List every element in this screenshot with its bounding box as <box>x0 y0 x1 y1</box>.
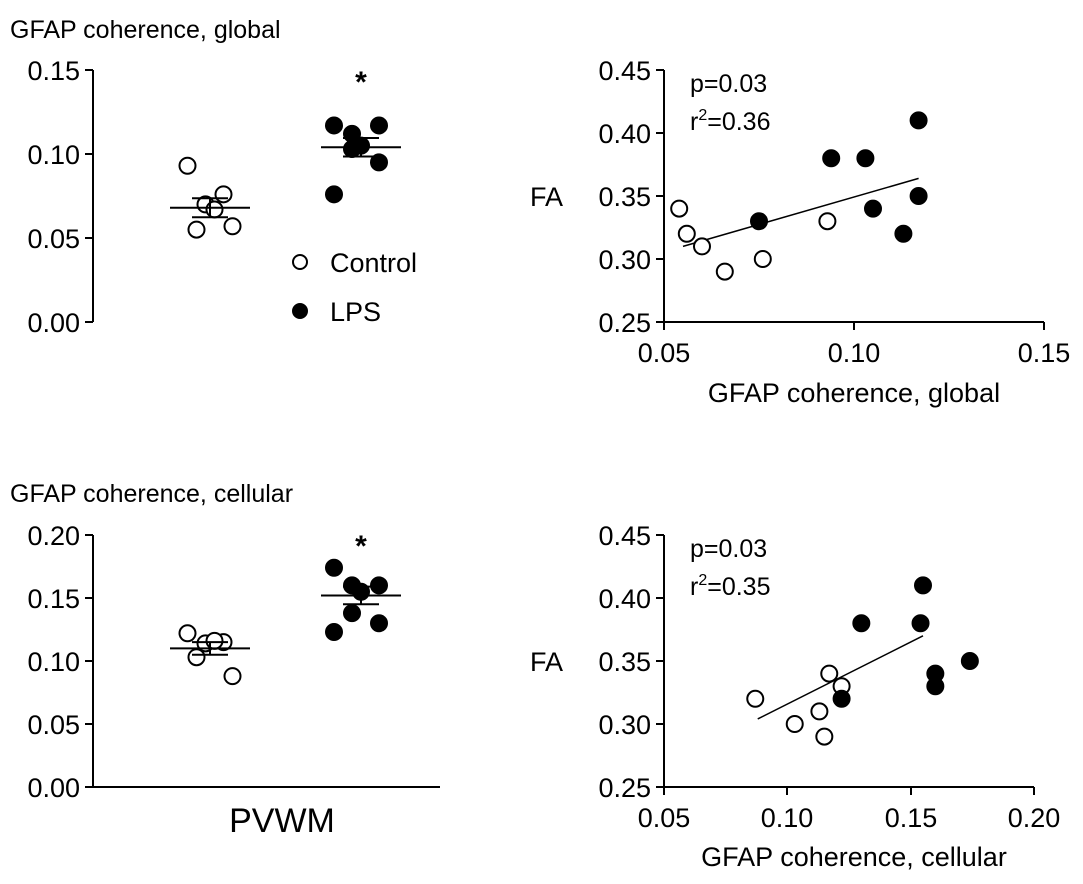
panel-d-y-tick-label: 0.25 <box>598 773 651 803</box>
panel-c-y-tick-label: 0.00 <box>27 773 80 803</box>
lps-point <box>325 185 343 204</box>
panel-b-x-tick-label: 0.15 <box>1018 338 1071 368</box>
panel-b-marks <box>670 111 928 281</box>
legend-lps-label: LPS <box>330 297 381 327</box>
control-point <box>223 667 242 686</box>
control-point <box>187 648 206 667</box>
control-point <box>214 185 233 204</box>
panel-d-r-squared: r2=0.35 <box>690 572 771 601</box>
control-point <box>205 200 224 219</box>
panel-c-significance-star: * <box>355 530 367 563</box>
legend-control-marker <box>292 254 308 270</box>
panel-d-y-axis-label: FA <box>530 647 563 677</box>
panel-c-category-label: PVWM <box>229 802 335 840</box>
lps-point <box>832 689 851 708</box>
lps-point <box>911 614 930 633</box>
panel-b-y-tick-label: 0.25 <box>598 308 651 338</box>
lps-point <box>894 224 913 243</box>
panel-a-legend: Control LPS <box>292 248 417 327</box>
panel-a-y-tick-label: 0.15 <box>27 56 80 86</box>
lps-point <box>370 576 388 595</box>
panel-c-y-tick-label: 0.15 <box>27 584 80 614</box>
panel-b-p-value: p=0.03 <box>690 70 767 98</box>
panel-a-y-tick-label: 0.05 <box>27 224 80 254</box>
panel-d-marks <box>746 576 979 746</box>
control-point <box>178 624 197 643</box>
control-point <box>785 715 804 733</box>
lps-point <box>822 149 841 168</box>
control-point <box>715 262 734 281</box>
panel-b-y-tick-label: 0.40 <box>598 119 651 149</box>
panel-d-p-value: p=0.03 <box>690 535 767 563</box>
panel-c-marks <box>170 558 401 686</box>
panel-d-y-tick-label: 0.35 <box>598 647 651 677</box>
lps-point <box>370 153 388 172</box>
lps-point <box>914 576 932 595</box>
panel-c-y-tick-label: 0.10 <box>27 647 80 677</box>
panel-d: 0.45 0.40 0.35 0.30 0.25 0.05 0.10 0.15 … <box>530 521 1060 872</box>
lps-point <box>909 111 928 130</box>
legend-lps-marker <box>292 303 308 319</box>
panel-b-r-squared: r2=0.36 <box>690 107 771 136</box>
lps-point <box>852 614 871 633</box>
control-point <box>670 199 689 218</box>
panel-a-marks <box>170 116 401 239</box>
lps-point <box>960 652 979 670</box>
panel-c-y-tick-label: 0.05 <box>27 710 80 740</box>
panel-d-x-tick-label: 0.05 <box>638 803 691 833</box>
lps-point <box>325 558 343 577</box>
panel-d-x-tick-label: 0.15 <box>885 803 938 833</box>
panel-d-y-tick-label: 0.45 <box>598 521 651 551</box>
lps-point <box>343 604 361 623</box>
panel-b-y-axis-label: FA <box>530 182 563 212</box>
panel-d-x-axis-label: GFAP coherence, cellular <box>701 842 1007 872</box>
lps-point <box>750 212 768 231</box>
control-point <box>810 702 829 721</box>
lps-point <box>325 116 343 135</box>
panel-b-y-tick-label: 0.45 <box>598 56 651 86</box>
legend-control-label: Control <box>330 248 417 278</box>
panel-b: 0.45 0.40 0.35 0.30 0.25 0.05 0.10 0.15 … <box>530 56 1070 408</box>
control-point <box>178 156 197 175</box>
control-point <box>187 220 206 239</box>
panel-b-y-tick-label: 0.35 <box>598 182 651 212</box>
panel-b-y-tick-label: 0.30 <box>598 245 651 275</box>
panel-d-x-tick-label: 0.10 <box>761 803 814 833</box>
panel-c-title: GFAP coherence, cellular <box>10 480 293 508</box>
control-point <box>815 727 834 746</box>
control-point <box>693 237 711 256</box>
control-point <box>205 631 224 650</box>
lps-point <box>343 139 361 158</box>
lps-point <box>370 116 388 135</box>
panel-d-y-tick-label: 0.40 <box>598 584 651 614</box>
control-point <box>818 212 837 231</box>
regression-line <box>682 177 919 248</box>
panel-a-significance-star: * <box>355 66 367 99</box>
control-point <box>820 664 839 683</box>
panel-b-x-tick-label: 0.10 <box>828 338 881 368</box>
control-point <box>753 250 772 268</box>
lps-point <box>325 623 343 642</box>
panel-a-title: GFAP coherence, global <box>10 16 281 44</box>
panel-c-y-tick-label: 0.20 <box>27 521 80 551</box>
panel-b-x-tick-label: 0.05 <box>638 338 691 368</box>
panel-a-y-tick-label: 0.00 <box>27 308 80 338</box>
panel-d-x-tick-label: 0.20 <box>1008 803 1061 833</box>
lps-point <box>856 149 875 168</box>
lps-point <box>370 614 388 633</box>
panel-a-y-tick-label: 0.10 <box>27 140 80 170</box>
lps-point <box>909 187 928 205</box>
lps-point <box>926 677 945 696</box>
control-point <box>677 224 696 243</box>
control-point <box>746 689 765 708</box>
control-point <box>223 217 242 236</box>
panel-c: GFAP coherence, cellular 0.20 0.15 0.10 … <box>10 480 440 840</box>
panel-d-y-tick-label: 0.30 <box>598 710 651 740</box>
panel-b-x-axis-label: GFAP coherence, global <box>708 378 1000 408</box>
panel-a: GFAP coherence, global 0.15 0.10 0.05 0.… <box>10 16 417 338</box>
lps-point <box>864 199 882 218</box>
